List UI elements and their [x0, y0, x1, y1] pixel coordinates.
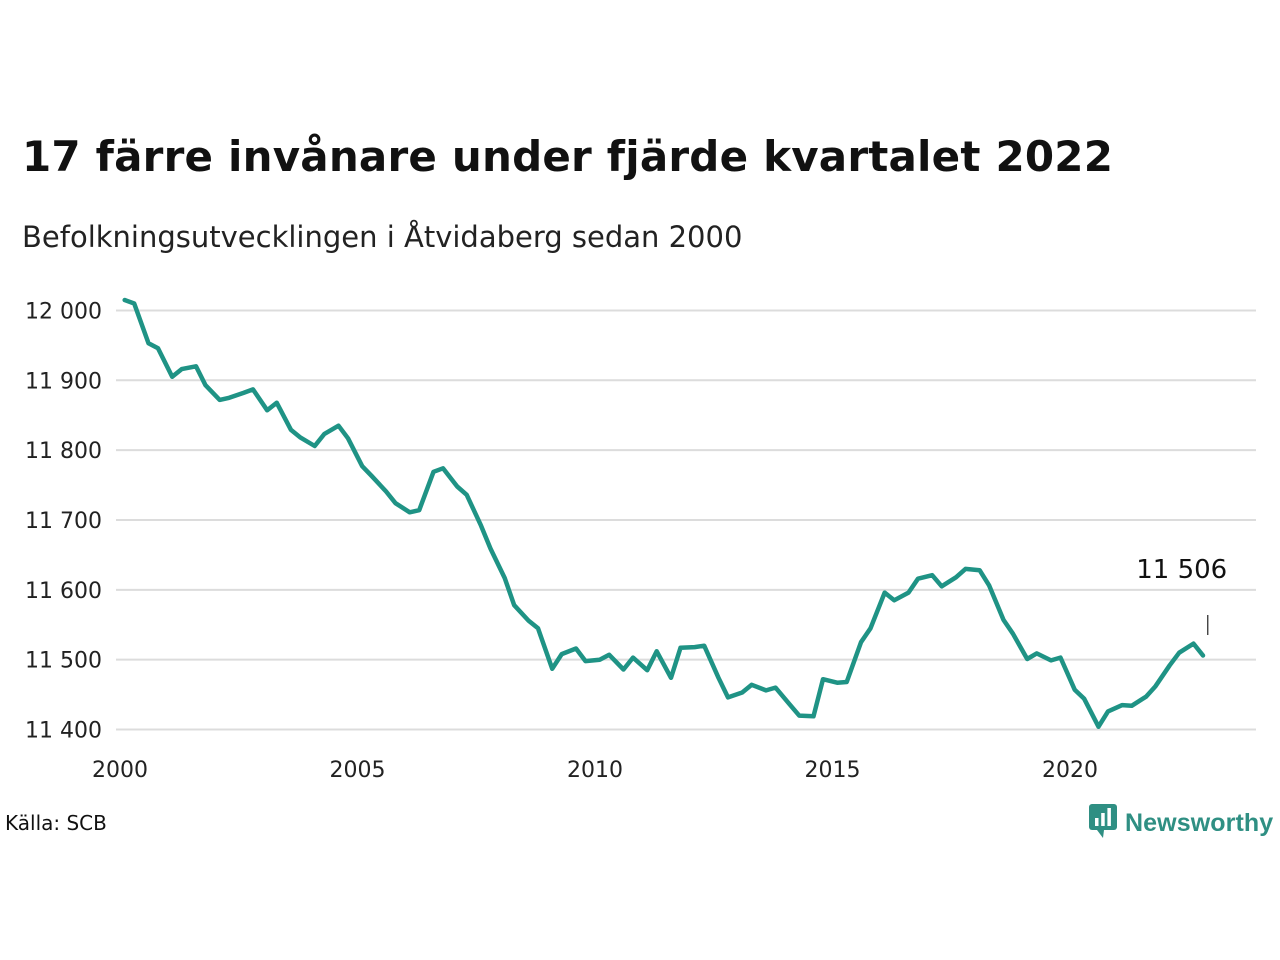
population-series-line — [122, 297, 1206, 729]
x-tick-label: 2015 — [805, 758, 861, 783]
chart-subtitle: Befolkningsutvecklingen i Åtvidaberg sed… — [22, 220, 743, 254]
gridlines — [116, 309, 1256, 731]
newsworthy-brand-name: Newsworthy — [1125, 808, 1274, 837]
newsworthy-logo-icon — [1088, 803, 1118, 843]
page-title: 17 färre invånare under fjärde kvartalet… — [22, 132, 1114, 181]
y-tick-label: 11 900 — [25, 369, 102, 394]
x-tick-label: 2010 — [567, 758, 623, 783]
x-tick-label: 2020 — [1042, 758, 1098, 783]
x-tick-label: 2000 — [92, 758, 148, 783]
x-axis-ticks: 2000 2005 2010 2015 2020 — [92, 758, 1098, 783]
y-tick-label: 11 700 — [25, 509, 102, 534]
y-tick-label: 11 500 — [25, 649, 102, 674]
annotation-last-value: 11 506 — [1136, 555, 1227, 585]
y-tick-label: 12 000 — [25, 299, 102, 324]
x-tick-label: 2005 — [330, 758, 386, 783]
y-tick-label: 11 400 — [25, 719, 102, 744]
source-credit: Källa: SCB — [5, 811, 107, 835]
newsworthy-brand[interactable]: Newsworthy — [1088, 803, 1273, 843]
y-tick-label: 11 600 — [25, 579, 102, 604]
y-tick-label: 11 800 — [25, 439, 102, 464]
y-axis-ticks: 11 400 11 500 11 600 11 700 11 800 11 900 12 0… — [25, 299, 102, 743]
